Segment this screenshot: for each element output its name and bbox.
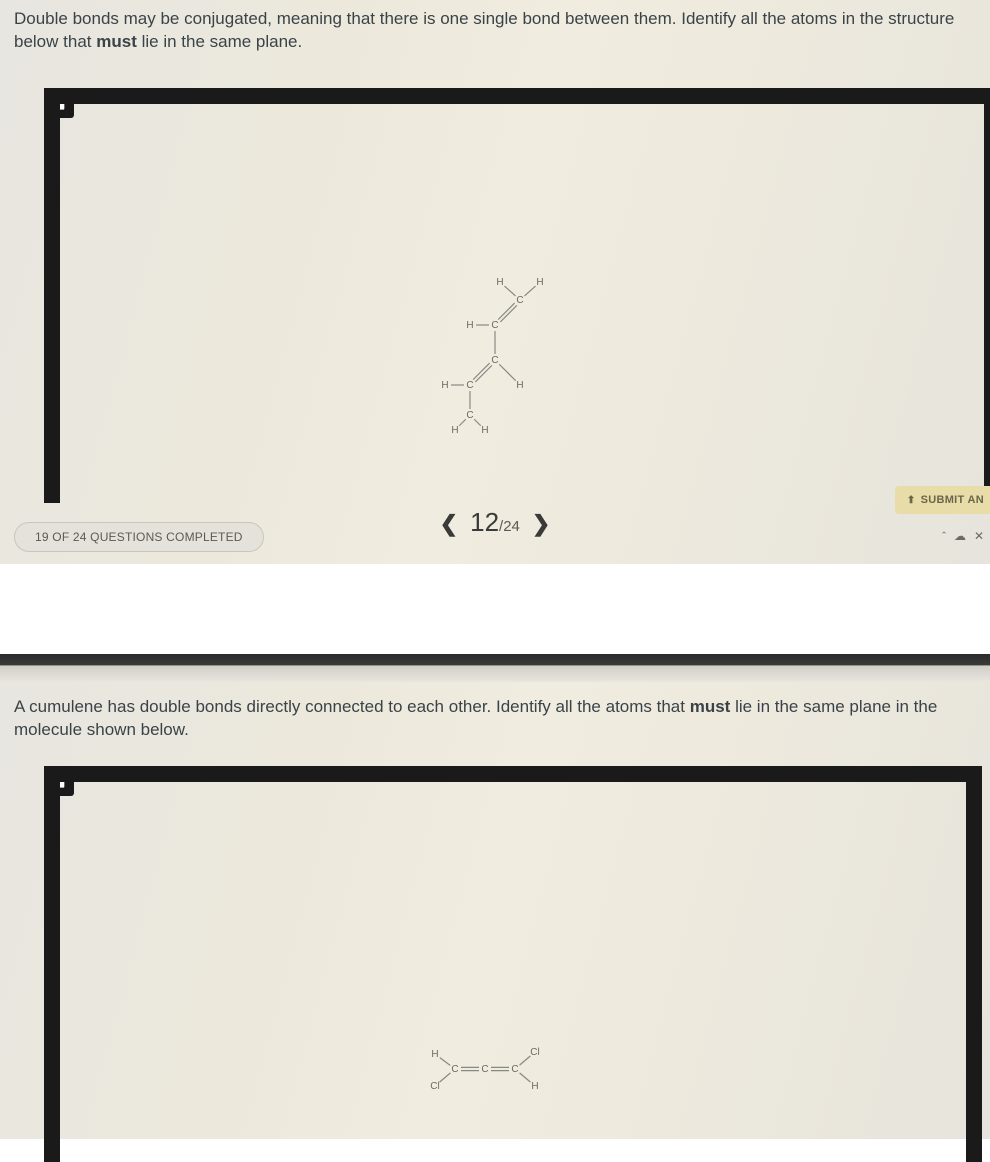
svg-text:Cl: Cl xyxy=(430,1081,439,1092)
pager-numbers: 12/24 xyxy=(470,507,520,538)
cloud-icon[interactable]: ☁ xyxy=(954,529,966,544)
q2-text-pre: A cumulene has double bonds directly con… xyxy=(14,697,690,716)
upload-icon: ⬆ xyxy=(907,495,916,506)
wifi-icon[interactable]: ✕ xyxy=(974,529,984,544)
svg-text:H: H xyxy=(516,380,523,391)
next-question-chevron[interactable]: ❯ xyxy=(532,511,550,537)
svg-text:C: C xyxy=(491,355,498,366)
question-prompt-2: A cumulene has double bonds directly con… xyxy=(0,682,990,754)
molecule-diagram-1[interactable]: CHHCHCHCHCHH xyxy=(415,270,575,440)
svg-text:H: H xyxy=(466,320,473,331)
svg-text:H: H xyxy=(451,425,458,436)
q1-text-bold: must xyxy=(96,32,137,51)
svg-text:H: H xyxy=(481,425,488,436)
svg-text:H: H xyxy=(496,277,503,288)
question-screen-1: Double bonds may be conjugated, meaning … xyxy=(0,0,990,564)
svg-text:C: C xyxy=(481,1064,488,1075)
svg-text:C: C xyxy=(466,380,473,391)
question-screen-2: A cumulene has double bonds directly con… xyxy=(0,654,990,1139)
current-question-number: 12 xyxy=(470,507,499,537)
q2-text-bold: must xyxy=(690,697,731,716)
svg-text:C: C xyxy=(466,410,473,421)
prev-question-chevron[interactable]: ❮ xyxy=(440,511,458,537)
question-prompt-1: Double bonds may be conjugated, meaning … xyxy=(0,0,990,66)
system-tray: ˆ ☁ ✕ xyxy=(942,529,984,544)
screenshot-gap xyxy=(0,564,990,609)
total-question-number: /24 xyxy=(499,518,520,535)
molecule-diagram-2[interactable]: C H Cl C C Cl H xyxy=(415,1024,575,1114)
q1-text-post: lie in the same plane. xyxy=(137,32,302,51)
svg-text:Cl: Cl xyxy=(530,1047,539,1058)
progress-label: 19 OF 24 QUESTIONS COMPLETED xyxy=(35,530,243,544)
question-pager: ❮ 12/24 ❯ xyxy=(440,507,551,538)
submit-answer-button[interactable]: ⬆ SUBMIT AN xyxy=(895,486,990,514)
submit-label: SUBMIT AN xyxy=(921,494,984,506)
svg-text:H: H xyxy=(441,380,448,391)
svg-text:C: C xyxy=(491,320,498,331)
svg-text:C: C xyxy=(451,1064,458,1075)
progress-pill: 19 OF 24 QUESTIONS COMPLETED xyxy=(14,522,264,552)
svg-text:H: H xyxy=(431,1049,438,1060)
svg-text:H: H xyxy=(536,277,543,288)
svg-text:C: C xyxy=(516,295,523,306)
svg-text:H: H xyxy=(531,1081,538,1092)
svg-text:C: C xyxy=(511,1064,518,1075)
chevron-up-icon[interactable]: ˆ xyxy=(942,529,946,544)
window-top-bar xyxy=(0,654,990,682)
